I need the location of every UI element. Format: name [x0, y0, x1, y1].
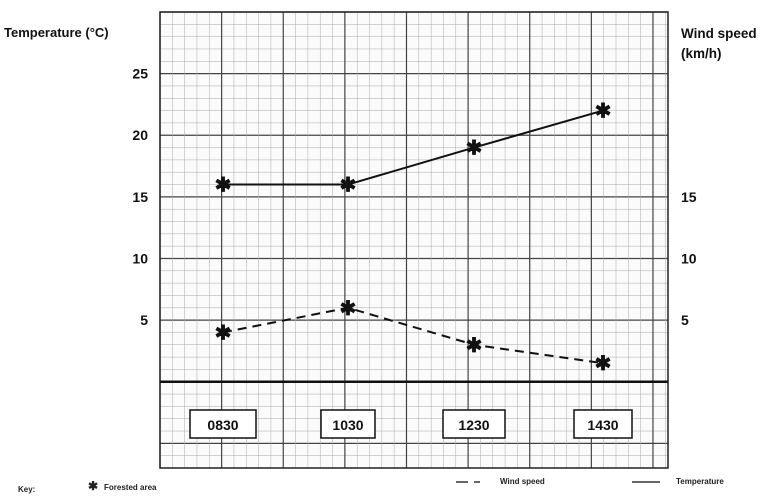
y-right-ticks: 15 10 5	[681, 189, 697, 328]
series-line	[223, 109, 604, 186]
asterisk-key-icon: ✱	[88, 479, 98, 493]
y-left-tick-label: 10	[132, 250, 148, 266]
x-category-labels: 0830 1030 1230 1430	[189, 409, 633, 439]
x-category-label: 0830	[207, 417, 238, 433]
plot-border	[159, 11, 669, 469]
x-category-box	[320, 409, 376, 439]
legend: Key: ✱ Forested area Wind speed Temperat…	[18, 477, 724, 494]
x-category-label: 1430	[587, 417, 618, 433]
y-left-tick-label: 15	[132, 189, 148, 205]
y-left-tick-label: 5	[140, 312, 148, 328]
key-temp-label: Temperature	[676, 477, 724, 486]
x-category-box	[442, 409, 506, 439]
y-right-tick-label: 10	[681, 250, 697, 266]
y-left-axis-label: Temperature (°C)	[4, 25, 109, 40]
x-category-label: 1230	[458, 417, 489, 433]
data-point-marker: ✱	[340, 298, 357, 320]
series-temperature: ✱ ✱ ✱ ✱	[215, 101, 612, 197]
series-wind-speed: ✱ ✱ ✱ ✱	[215, 298, 612, 375]
y-left-ticks: 25 20 15 10 5	[132, 66, 148, 328]
data-point-marker: ✱	[215, 175, 232, 197]
graph-paper-grid	[159, 11, 668, 469]
data-point-marker: ✱	[595, 353, 612, 375]
y-right-axis-label-line1: Wind speed	[681, 26, 757, 41]
x-category-box	[573, 409, 633, 439]
key-forested-label: Forested area	[104, 483, 157, 492]
x-category-box	[189, 409, 257, 439]
data-point-marker: ✱	[340, 175, 357, 197]
x-category-label: 1030	[332, 417, 363, 433]
y-left-tick-label: 20	[132, 127, 148, 143]
key-wind-label: Wind speed	[500, 477, 545, 486]
axes	[159, 11, 669, 469]
data-point-marker: ✱	[215, 322, 232, 344]
key-title: Key:	[18, 485, 35, 494]
y-left-tick-label: 25	[132, 66, 148, 82]
data-point-marker: ✱	[466, 138, 483, 160]
plot-area	[160, 12, 668, 468]
data-point-marker: ✱	[595, 101, 612, 123]
y-right-tick-label: 15	[681, 189, 697, 205]
series-layer: ✱ ✱ ✱ ✱ ✱ ✱ ✱ ✱	[215, 101, 612, 376]
y-right-tick-label: 5	[681, 312, 689, 328]
data-point-marker: ✱	[466, 335, 483, 357]
y-right-axis-label-line2: (km/h)	[681, 46, 722, 61]
series-line	[222, 306, 604, 365]
